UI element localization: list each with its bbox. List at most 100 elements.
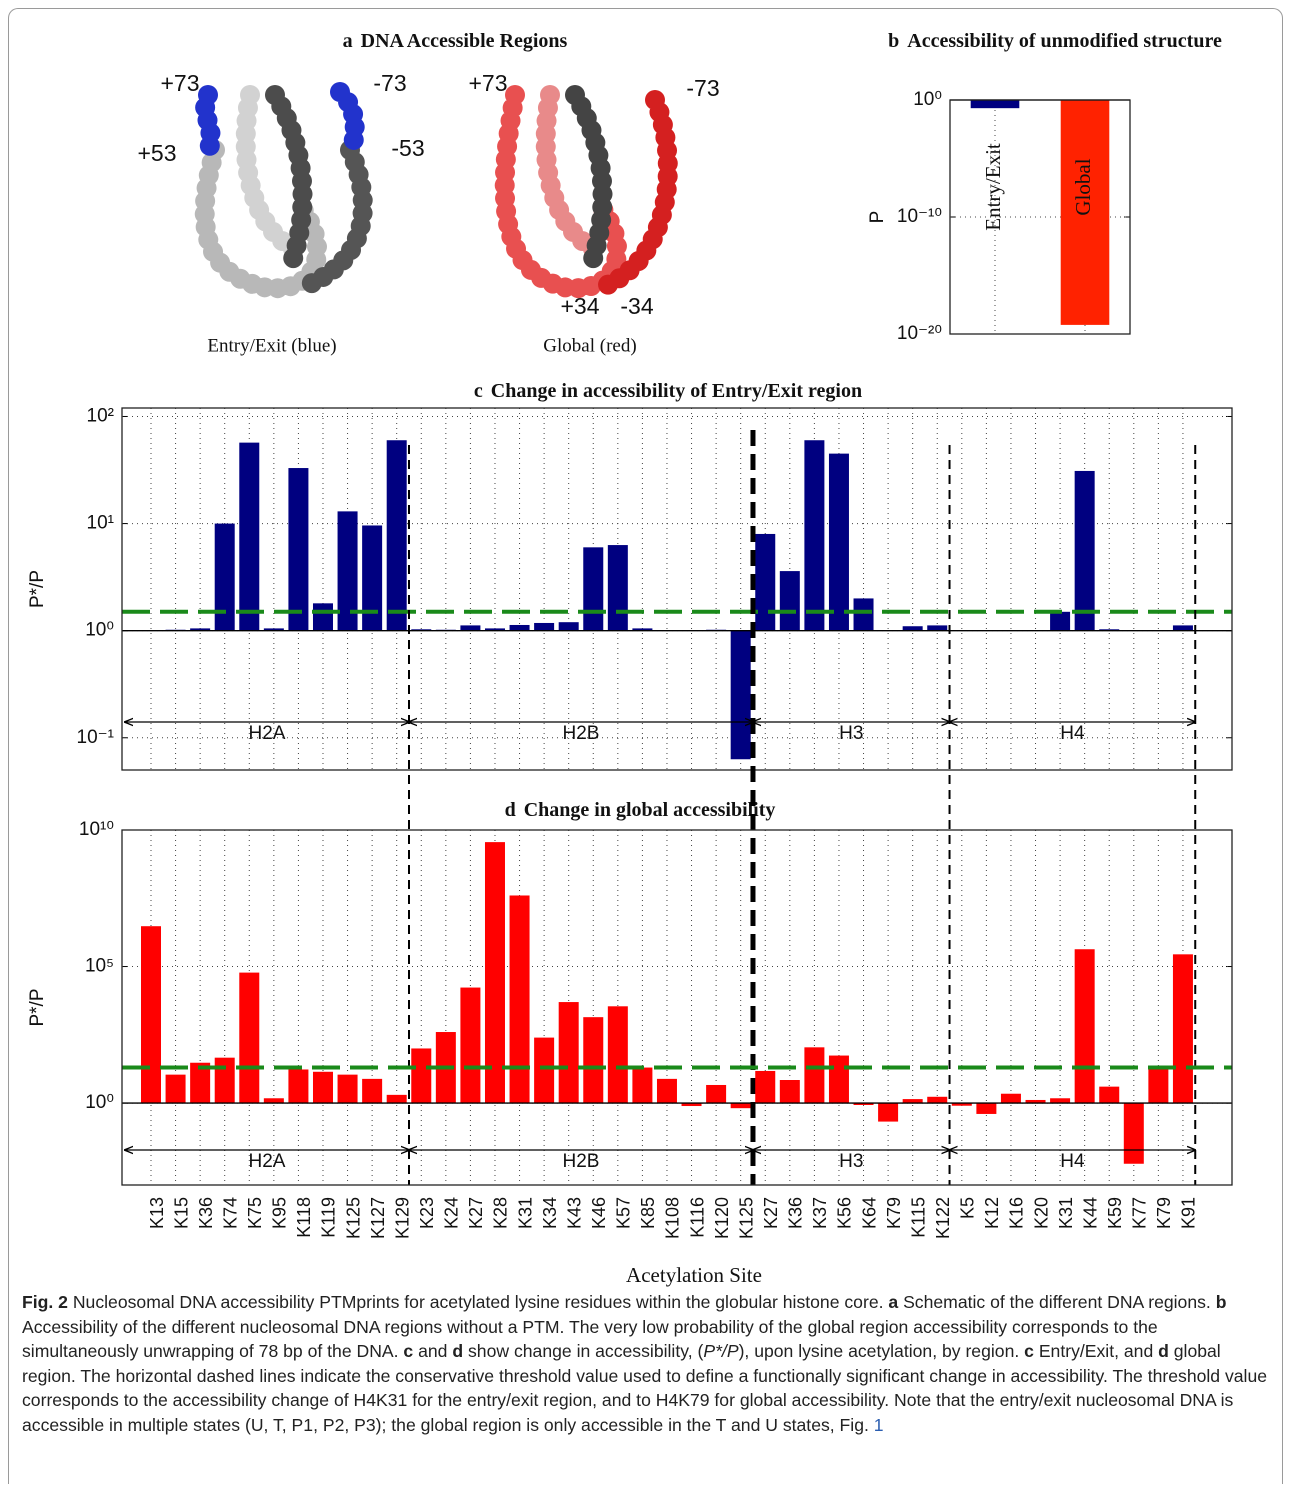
panel-title-text: Change in global accessibility bbox=[524, 799, 776, 821]
page-frame bbox=[8, 8, 1283, 1484]
group-label: H2B bbox=[563, 723, 600, 744]
x-tick-label: K125 bbox=[343, 1197, 363, 1239]
x-tick-label: K24 bbox=[442, 1197, 462, 1229]
y-tick-label: 10⁰ bbox=[85, 1092, 114, 1113]
bar bbox=[632, 628, 653, 631]
bar bbox=[288, 1069, 309, 1104]
bar bbox=[730, 1103, 751, 1109]
bar bbox=[976, 1103, 997, 1114]
bar bbox=[141, 926, 161, 1104]
x-tick-label: K23 bbox=[417, 1197, 437, 1229]
group-label: H2A bbox=[249, 1151, 286, 1172]
y-tick-label: 10¹⁰ bbox=[79, 819, 114, 840]
caption-part: a bbox=[888, 1292, 899, 1312]
bar bbox=[607, 545, 628, 631]
bar bbox=[656, 1078, 677, 1104]
x-tick-label: K57 bbox=[614, 1197, 634, 1229]
bar bbox=[239, 972, 260, 1104]
plot-frame bbox=[949, 99, 1131, 335]
panel-a: a DNA Accessible Regions +73 -73 +53 -53 … bbox=[137, 30, 719, 357]
bar bbox=[1148, 1067, 1169, 1104]
bar bbox=[853, 1103, 874, 1106]
bar bbox=[878, 1103, 899, 1122]
bar bbox=[583, 547, 604, 631]
structure-caption: Entry/Exit (blue) bbox=[207, 335, 336, 356]
bar bbox=[460, 625, 481, 631]
x-tick-label: K77 bbox=[1130, 1197, 1150, 1229]
x-tick-label: K115 bbox=[908, 1197, 928, 1238]
caption-part: d bbox=[1158, 1341, 1169, 1362]
bar bbox=[509, 895, 530, 1104]
bar bbox=[312, 603, 333, 631]
bar bbox=[951, 1103, 972, 1106]
x-tick-label: K36 bbox=[196, 1197, 216, 1229]
y-tick-label: 10⁻¹ bbox=[77, 727, 115, 748]
bar bbox=[165, 1074, 186, 1104]
bar bbox=[1050, 1098, 1071, 1104]
bar bbox=[362, 1078, 383, 1104]
bar bbox=[509, 624, 530, 631]
figure: a DNA Accessible Regions +73 -73 +53 -53 … bbox=[27, 30, 1233, 1287]
bar bbox=[214, 523, 235, 631]
bar bbox=[607, 1006, 628, 1104]
figure-link[interactable]: 1 bbox=[873, 1414, 884, 1435]
bar bbox=[239, 442, 260, 631]
bar bbox=[1099, 1086, 1120, 1104]
x-tick-label: K31 bbox=[1056, 1197, 1076, 1229]
bar bbox=[337, 1074, 358, 1104]
panel-title-text: Change in accessibility of Entry/Exit re… bbox=[491, 380, 862, 402]
x-tick-label: K125 bbox=[736, 1197, 756, 1239]
y-tick-label: 10⁰ bbox=[913, 89, 942, 110]
bar bbox=[1172, 625, 1193, 631]
bar bbox=[558, 1002, 579, 1104]
x-tick-label: K122 bbox=[933, 1197, 953, 1239]
x-tick-label: K12 bbox=[982, 1197, 1002, 1229]
structure-caption: Global (red) bbox=[543, 335, 636, 356]
group-label: H4 bbox=[1060, 1151, 1085, 1172]
x-tick-label: K46 bbox=[589, 1197, 609, 1229]
group-label: H3 bbox=[839, 1151, 863, 1172]
y-axis-label: P*/P bbox=[27, 988, 48, 1026]
x-tick-label: K27 bbox=[466, 1197, 486, 1229]
bar bbox=[1074, 470, 1095, 631]
bar bbox=[902, 1099, 923, 1104]
bar bbox=[927, 1096, 948, 1104]
x-tick-label: K108 bbox=[663, 1197, 683, 1239]
plot-frame bbox=[121, 407, 1233, 771]
panel-title-text: DNA Accessible Regions bbox=[361, 30, 568, 52]
caption-part: Accessibility of the different nucleosom… bbox=[22, 1316, 1158, 1362]
caption-part: Schematic of the different DNA regions. bbox=[898, 1292, 1216, 1312]
bar bbox=[460, 987, 481, 1104]
x-tick-label: K20 bbox=[1031, 1197, 1051, 1229]
x-tick-label: K85 bbox=[638, 1197, 658, 1229]
bar bbox=[927, 625, 948, 631]
x-tick-label: K5 bbox=[958, 1197, 978, 1219]
dna-label: -73 bbox=[686, 75, 719, 101]
y-tick-label: 10² bbox=[87, 405, 114, 426]
dna-label: -53 bbox=[391, 135, 424, 161]
bar bbox=[755, 533, 776, 631]
x-tick-label: K79 bbox=[1154, 1197, 1174, 1229]
y-tick-label: 10⁻²⁰ bbox=[897, 323, 942, 344]
bar bbox=[779, 1079, 800, 1104]
bar bbox=[583, 1017, 604, 1104]
bar bbox=[1123, 1103, 1144, 1164]
x-tick-label: K31 bbox=[515, 1197, 535, 1229]
bar bbox=[1074, 949, 1095, 1104]
bar bbox=[312, 1071, 333, 1104]
bar bbox=[681, 1103, 702, 1107]
category-label: Entry/Exit bbox=[981, 143, 1005, 231]
dna-label: +34 bbox=[560, 293, 599, 319]
bar bbox=[902, 626, 923, 631]
group-label: H2A bbox=[249, 723, 286, 744]
x-tick-label: K118 bbox=[294, 1197, 314, 1238]
dna-label: +73 bbox=[468, 70, 507, 96]
panel-title: c Change in accessibility of Entry/Exit r… bbox=[474, 380, 862, 402]
y-tick-label: 10¹ bbox=[87, 513, 114, 534]
panel-letter: a bbox=[343, 30, 353, 52]
bar bbox=[970, 100, 1020, 109]
panel-title: b Accessibility of unmodified structure bbox=[888, 30, 1222, 52]
x-axis-label: Acetylation Site bbox=[626, 1263, 762, 1287]
bar bbox=[558, 622, 579, 631]
bar bbox=[411, 1048, 432, 1104]
